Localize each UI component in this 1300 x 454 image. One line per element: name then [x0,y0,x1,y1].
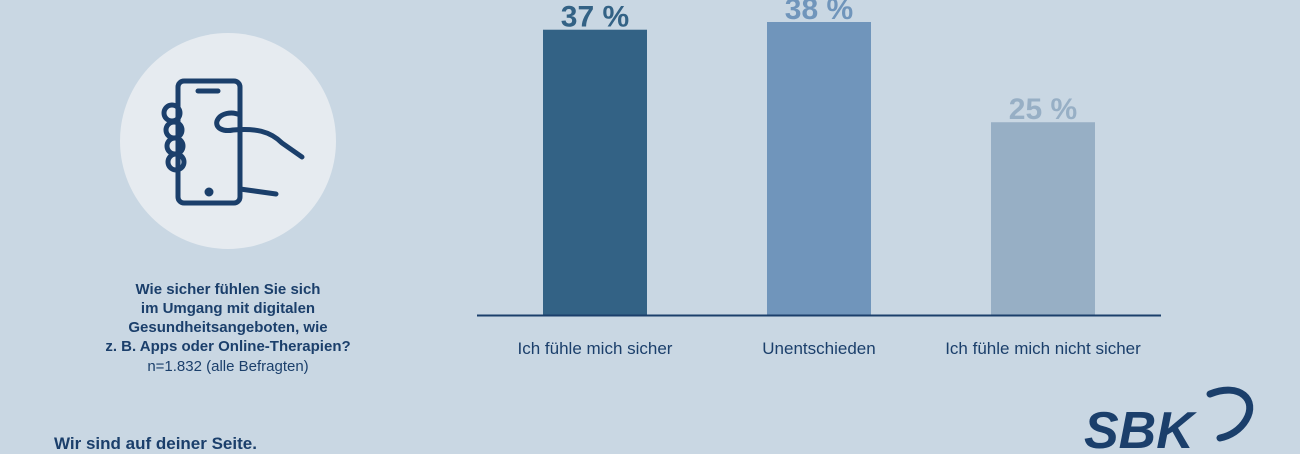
logo-text: SBK [1084,402,1197,450]
tagline: Wir sind auf deiner Seite. [54,434,257,453]
survey-question: Wie sicher fühlen Sie sich im Umgang mit… [60,280,396,356]
smartphone-hand-icon [161,78,305,206]
data-label: 38 % [785,0,853,26]
sample-size-note: n=1.832 (alle Befragten) [147,358,309,375]
icon-circle [120,33,336,249]
sbk-logo: SBK [1084,386,1254,450]
question-line: im Umgang mit digitalen [140,300,316,317]
bar [767,22,871,315]
category-label: Ich fühle mich sicher [518,339,673,358]
question-line: Wie sicher fühlen Sie sich [135,281,321,298]
category-label: Ich fühle mich nicht sicher [945,339,1141,358]
bar [991,122,1095,315]
data-label: 37 % [561,1,629,34]
data-label: 25 % [1009,93,1077,126]
category-label: Unentschieden [762,339,875,358]
logo-swoosh [1206,386,1254,442]
question-line: z. B. Apps oder Online-Therapien? [105,338,351,355]
question-line: Gesundheitsangeboten, wie [128,319,328,336]
bar [543,29,647,316]
